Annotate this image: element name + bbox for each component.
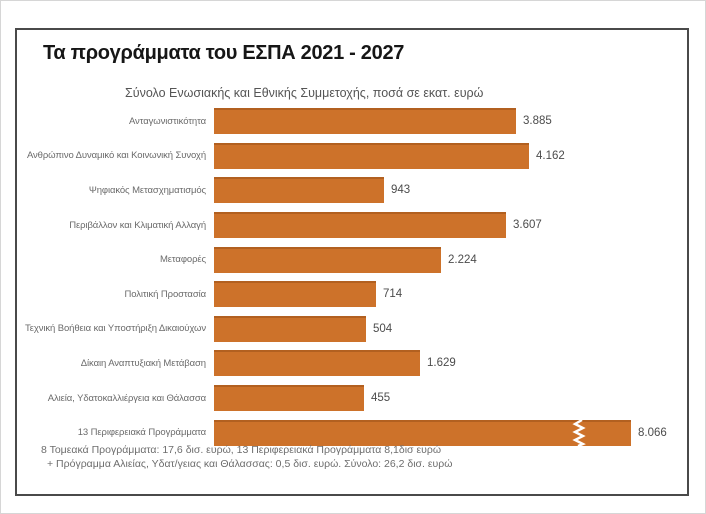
- axis-break-icon: [572, 419, 586, 446]
- bar-row: Δίκαιη Αναπτυξιακή Μετάβαση 1.629: [17, 346, 687, 381]
- bar: [214, 246, 441, 273]
- bar: [214, 419, 631, 446]
- bar-row: Μεταφορές 2.224: [17, 242, 687, 277]
- bar-value: 3.885: [523, 115, 552, 128]
- bar-label: 13 Περιφερειακά Προγράμματα: [77, 427, 206, 439]
- chart-footnote: 8 Τομεακά Προγράμματα: 17,6 δισ. ευρώ, 1…: [41, 444, 452, 471]
- bar-area: 1.629: [214, 346, 687, 381]
- chart-title: Τα προγράμματα του ΕΣΠΑ 2021 - 2027: [43, 42, 405, 64]
- bar-value: 1.629: [427, 357, 456, 370]
- bar-value: 3.607: [513, 219, 542, 232]
- bar-area: 2.224: [214, 242, 687, 277]
- bar-row: Ανθρώπινο Δυναμικό και Κοινωνική Συνοχή …: [17, 139, 687, 174]
- bar-area: 455: [214, 381, 687, 416]
- footnote-line-2: + Πρόγραμμα Αλιείας, Υδατ/γειας και Θάλα…: [47, 457, 453, 470]
- bar: [214, 350, 420, 377]
- bar: [214, 315, 366, 342]
- bar-value: 4.162: [536, 149, 565, 162]
- bar-label: Ψηφιακός Μετασχηματισμός: [88, 184, 206, 196]
- bar-label: Αλιεία, Υδατοκαλλιέργεια και Θάλασσα: [47, 392, 206, 404]
- bar-row: Αλιεία, Υδατοκαλλιέργεια και Θάλασσα 455: [17, 381, 687, 416]
- bar-label: Τεχνική Βοήθεια και Υποστήριξη Δικαιούχω…: [25, 323, 206, 335]
- bar-chart: Ανταγωνιστικότητα 3.885 Ανθρώπινο Δυναμι…: [17, 104, 687, 450]
- bar: [214, 212, 506, 239]
- bar-value: 943: [391, 184, 411, 197]
- bar-row: Τεχνική Βοήθεια και Υποστήριξη Δικαιούχω…: [17, 312, 687, 347]
- bar: [214, 108, 516, 135]
- bar-row: Πολιτική Προστασία 714: [17, 277, 687, 312]
- bar-area: 943: [214, 173, 687, 208]
- bar-row: 13 Περιφερειακά Προγράμματα 8.066: [17, 415, 687, 450]
- bar-area: 714: [214, 277, 687, 312]
- chart-subtitle: Σύνολο Ενωσιακής και Εθνικής Συμμετοχής,…: [125, 86, 484, 100]
- bar-value: 2.224: [448, 253, 477, 266]
- bar: [214, 142, 529, 169]
- bar-row: Ψηφιακός Μετασχηματισμός 943: [17, 173, 687, 208]
- bar-label: Μεταφορές: [159, 254, 206, 266]
- bar-value: 714: [383, 288, 403, 301]
- bar-row: Ανταγωνιστικότητα 3.885: [17, 104, 687, 139]
- bar-value: 504: [373, 322, 393, 335]
- bar-label: Δίκαιη Αναπτυξιακή Μετάβαση: [80, 357, 206, 369]
- bar-label: Ανταγωνιστικότητα: [128, 115, 206, 127]
- bar-value: 8.066: [638, 426, 667, 439]
- chart-frame: Τα προγράμματα του ΕΣΠΑ 2021 - 2027 Σύνο…: [15, 28, 689, 496]
- bar-label: Περιβάλλον και Κλιματική Αλλαγή: [69, 219, 206, 231]
- bar: [214, 177, 384, 204]
- bar-area: 4.162: [214, 139, 687, 174]
- bar-area: 3.607: [214, 208, 687, 243]
- bar-row: Περιβάλλον και Κλιματική Αλλαγή 3.607: [17, 208, 687, 243]
- bar-area: 504: [214, 312, 687, 347]
- bar: [214, 385, 364, 412]
- bar-label: Πολιτική Προστασία: [124, 288, 206, 300]
- bar-area: 8.066: [214, 415, 687, 450]
- footnote-line-1: 8 Τομεακά Προγράμματα: 17,6 δισ. ευρώ, 1…: [41, 444, 442, 456]
- bar: [214, 281, 376, 308]
- bar-area: 3.885: [214, 104, 687, 139]
- bar-value: 455: [371, 392, 391, 405]
- bar-label: Ανθρώπινο Δυναμικό και Κοινωνική Συνοχή: [26, 150, 206, 162]
